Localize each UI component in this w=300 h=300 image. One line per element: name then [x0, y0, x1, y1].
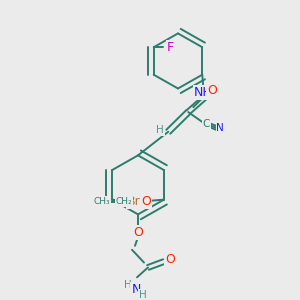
Text: O: O — [207, 84, 217, 97]
Text: H: H — [124, 280, 132, 290]
Text: O: O — [141, 195, 151, 208]
Text: H: H — [156, 125, 164, 135]
Text: CH₂: CH₂ — [116, 197, 132, 206]
Text: N: N — [131, 283, 141, 296]
Text: F: F — [167, 41, 174, 54]
Text: O: O — [133, 226, 143, 238]
Text: C: C — [202, 119, 210, 129]
Text: O: O — [165, 253, 175, 266]
Text: Br: Br — [127, 195, 141, 208]
Text: H: H — [139, 290, 147, 300]
Text: N: N — [216, 123, 224, 133]
Text: NH: NH — [194, 86, 213, 99]
Text: CH₃: CH₃ — [94, 197, 110, 206]
